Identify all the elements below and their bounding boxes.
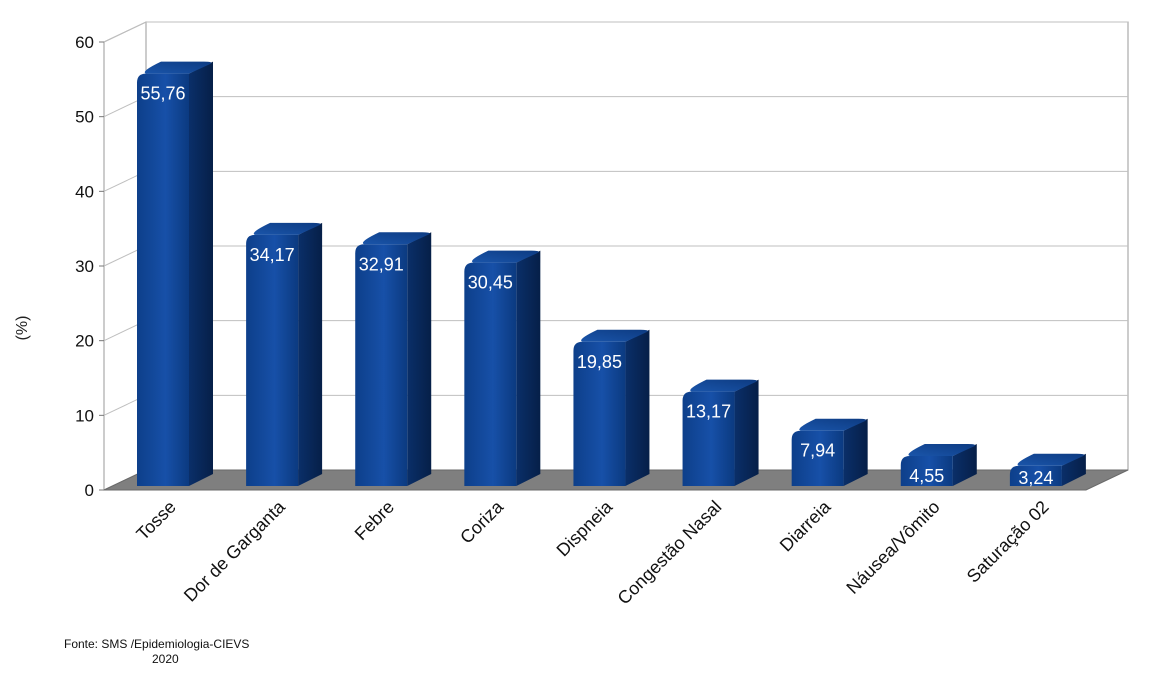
- bar-side: [298, 222, 323, 486]
- bar: 13,17: [682, 379, 759, 486]
- bar-top: [799, 418, 867, 431]
- data-label: 55,76: [140, 84, 185, 104]
- x-axis-ticks: Tosse Dor de Garganta Febre Coriza DispneiaC…: [132, 496, 1052, 608]
- y-tick-label: 20: [75, 332, 94, 351]
- bar-side: [843, 418, 868, 486]
- y-tick-label: 10: [75, 406, 94, 425]
- bar-side: [516, 250, 541, 486]
- y-axis-ticks: 0 10 20 30 40 50 60: [75, 33, 104, 500]
- gridline-side: [103, 21, 147, 43]
- x-tick-label: Coriza: [456, 496, 508, 548]
- bar-front: [246, 234, 299, 486]
- bar-top: [1017, 453, 1085, 466]
- data-label: 13,17: [686, 402, 731, 422]
- bar: 55,76: [137, 61, 213, 487]
- bar: 7,94: [791, 418, 868, 486]
- bar: 32,91: [355, 232, 432, 486]
- data-label: 19,85: [577, 352, 622, 372]
- y-tick-label: 30: [75, 257, 94, 276]
- source-note-line2: 2020: [152, 652, 179, 666]
- y-axis-label: (%): [14, 316, 31, 341]
- bar: 34,17: [246, 222, 323, 486]
- source-note: Fonte: SMS /Epidemiologia-CIEVS 2020: [64, 637, 249, 667]
- bar-top: [362, 232, 430, 245]
- bar-top: [472, 250, 539, 263]
- bar: 30,45: [464, 250, 541, 486]
- y-tick-label: 60: [75, 33, 94, 52]
- bar-side: [407, 232, 432, 486]
- x-tick-label: Diarreia: [776, 496, 835, 555]
- bar-front: [1009, 465, 1062, 486]
- y-tick-label: 40: [75, 182, 94, 201]
- bar-front: [355, 244, 408, 486]
- bar-top: [253, 222, 321, 235]
- bars: 55,76 34,17 32,91 30,45 19,85 13,17 7,94 4,55 3,…: [137, 61, 1086, 488]
- bar-front: [137, 73, 189, 487]
- y-tick-label: 50: [75, 108, 94, 127]
- bar-front: [791, 430, 844, 486]
- x-tick-label: Dor de Garganta: [180, 496, 290, 606]
- x-tick-label: Congestão Nasal: [614, 497, 726, 609]
- data-label: 34,17: [250, 245, 295, 265]
- x-tick-label: Náusea/Vômito: [842, 497, 943, 598]
- data-label: 32,91: [359, 254, 404, 274]
- bar-top: [581, 329, 648, 342]
- bar-side: [625, 329, 650, 486]
- x-tick-label: Febre: [351, 497, 398, 544]
- bar-side: [1061, 453, 1086, 486]
- bar: 19,85: [573, 329, 650, 486]
- bar-side: [952, 444, 977, 486]
- data-label: 7,94: [800, 441, 835, 461]
- bar-front: [573, 341, 626, 486]
- bar-front: [682, 391, 735, 486]
- bar-front: [464, 262, 517, 486]
- bar-top: [690, 379, 757, 392]
- bar: 4,55: [900, 444, 977, 486]
- bar: 3,24: [1009, 453, 1086, 488]
- bar-top: [908, 444, 976, 457]
- source-note-line1: Fonte: SMS /Epidemiologia-CIEVS: [64, 637, 250, 651]
- y-tick-label: 0: [85, 481, 94, 500]
- data-label: 4,55: [909, 466, 944, 486]
- x-tick-label: Dispneia: [553, 496, 617, 560]
- data-label: 3,24: [1018, 468, 1053, 488]
- bar-top: [144, 61, 212, 74]
- bar-front: [900, 456, 953, 486]
- bar-side: [189, 61, 213, 487]
- data-label: 30,45: [468, 273, 513, 293]
- bar-side: [734, 379, 759, 486]
- x-tick-label: Saturação 02: [963, 497, 1053, 587]
- x-tick-label: Tosse: [132, 497, 179, 544]
